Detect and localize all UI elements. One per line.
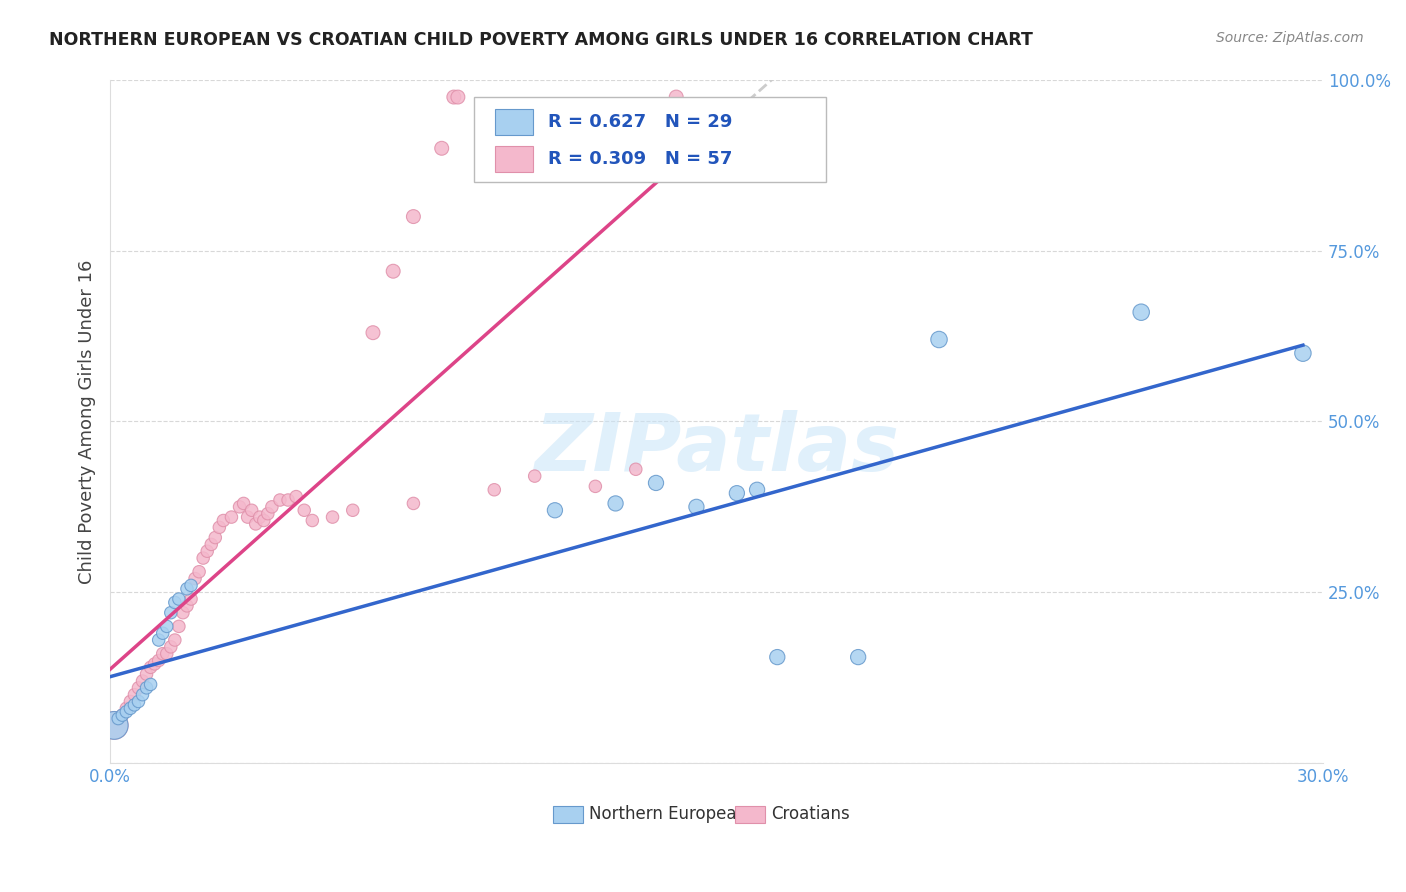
Point <box>645 475 668 490</box>
Point <box>167 619 190 633</box>
Point <box>143 657 166 671</box>
Point <box>159 640 181 654</box>
Point <box>685 500 707 514</box>
Point <box>156 619 179 633</box>
Point <box>135 681 157 695</box>
Point <box>176 599 198 613</box>
Point <box>188 565 211 579</box>
Point <box>124 688 146 702</box>
Text: Source: ZipAtlas.com: Source: ZipAtlas.com <box>1216 31 1364 45</box>
Point <box>285 490 308 504</box>
Point <box>624 462 647 476</box>
Point <box>665 90 688 104</box>
Point <box>361 326 384 340</box>
Point <box>195 544 218 558</box>
Point <box>180 592 202 607</box>
Point <box>443 90 465 104</box>
Point <box>139 677 162 691</box>
Point <box>232 496 254 510</box>
Bar <box>495 146 533 172</box>
Point <box>176 582 198 596</box>
Point <box>277 493 299 508</box>
Point <box>131 673 153 688</box>
Point <box>191 551 214 566</box>
Point <box>127 681 149 695</box>
Text: ZIPatlas: ZIPatlas <box>534 409 900 488</box>
Point <box>402 496 425 510</box>
Point <box>115 705 138 719</box>
Point <box>135 667 157 681</box>
Point <box>156 647 179 661</box>
Bar <box>553 806 583 823</box>
Point <box>605 496 627 510</box>
Point <box>111 708 134 723</box>
Point <box>342 503 364 517</box>
Point <box>148 653 170 667</box>
FancyBboxPatch shape <box>474 97 825 183</box>
Text: NORTHERN EUROPEAN VS CROATIAN CHILD POVERTY AMONG GIRLS UNDER 16 CORRELATION CHA: NORTHERN EUROPEAN VS CROATIAN CHILD POVE… <box>49 31 1033 49</box>
Point <box>292 503 315 517</box>
Point <box>120 701 142 715</box>
Point <box>1130 305 1153 319</box>
Point <box>208 520 231 534</box>
Point <box>212 514 235 528</box>
Bar <box>735 806 765 823</box>
Point <box>167 592 190 607</box>
Point <box>484 483 506 497</box>
Point <box>180 578 202 592</box>
Point <box>766 650 789 665</box>
Point <box>107 712 129 726</box>
Point <box>148 633 170 648</box>
Text: Northern Europeans: Northern Europeans <box>589 805 756 823</box>
Point <box>120 694 142 708</box>
Point <box>544 503 567 517</box>
Bar <box>495 109 533 135</box>
Text: Croatians: Croatians <box>772 805 851 823</box>
Point <box>163 633 186 648</box>
Point <box>583 479 606 493</box>
Point <box>228 500 250 514</box>
Point <box>402 210 425 224</box>
Point <box>257 507 280 521</box>
Point <box>253 514 276 528</box>
Point <box>139 660 162 674</box>
Point <box>745 483 768 497</box>
Point <box>846 650 869 665</box>
Point <box>260 500 283 514</box>
Point <box>200 537 222 551</box>
Text: R = 0.309   N = 57: R = 0.309 N = 57 <box>548 151 733 169</box>
Point <box>523 469 546 483</box>
Point <box>447 90 470 104</box>
Point <box>240 503 263 517</box>
Point <box>107 712 129 726</box>
Point <box>249 510 271 524</box>
Point <box>184 572 207 586</box>
Point <box>131 688 153 702</box>
Text: R = 0.627   N = 29: R = 0.627 N = 29 <box>548 113 733 131</box>
Point <box>430 141 453 155</box>
Point <box>152 626 174 640</box>
Point <box>269 493 291 508</box>
Point <box>1292 346 1315 360</box>
Point <box>115 701 138 715</box>
Point <box>159 606 181 620</box>
Point <box>236 510 259 524</box>
Point <box>382 264 405 278</box>
Point <box>103 718 125 732</box>
Point <box>152 647 174 661</box>
Y-axis label: Child Poverty Among Girls Under 16: Child Poverty Among Girls Under 16 <box>79 260 96 583</box>
Point <box>725 486 748 500</box>
Point <box>127 694 149 708</box>
Point <box>301 514 323 528</box>
Point <box>103 718 125 732</box>
Point <box>163 595 186 609</box>
Point <box>172 606 194 620</box>
Point <box>221 510 243 524</box>
Point <box>322 510 344 524</box>
Point <box>111 708 134 723</box>
Point <box>245 516 267 531</box>
Point <box>124 698 146 712</box>
Point <box>204 531 226 545</box>
Point <box>928 333 950 347</box>
